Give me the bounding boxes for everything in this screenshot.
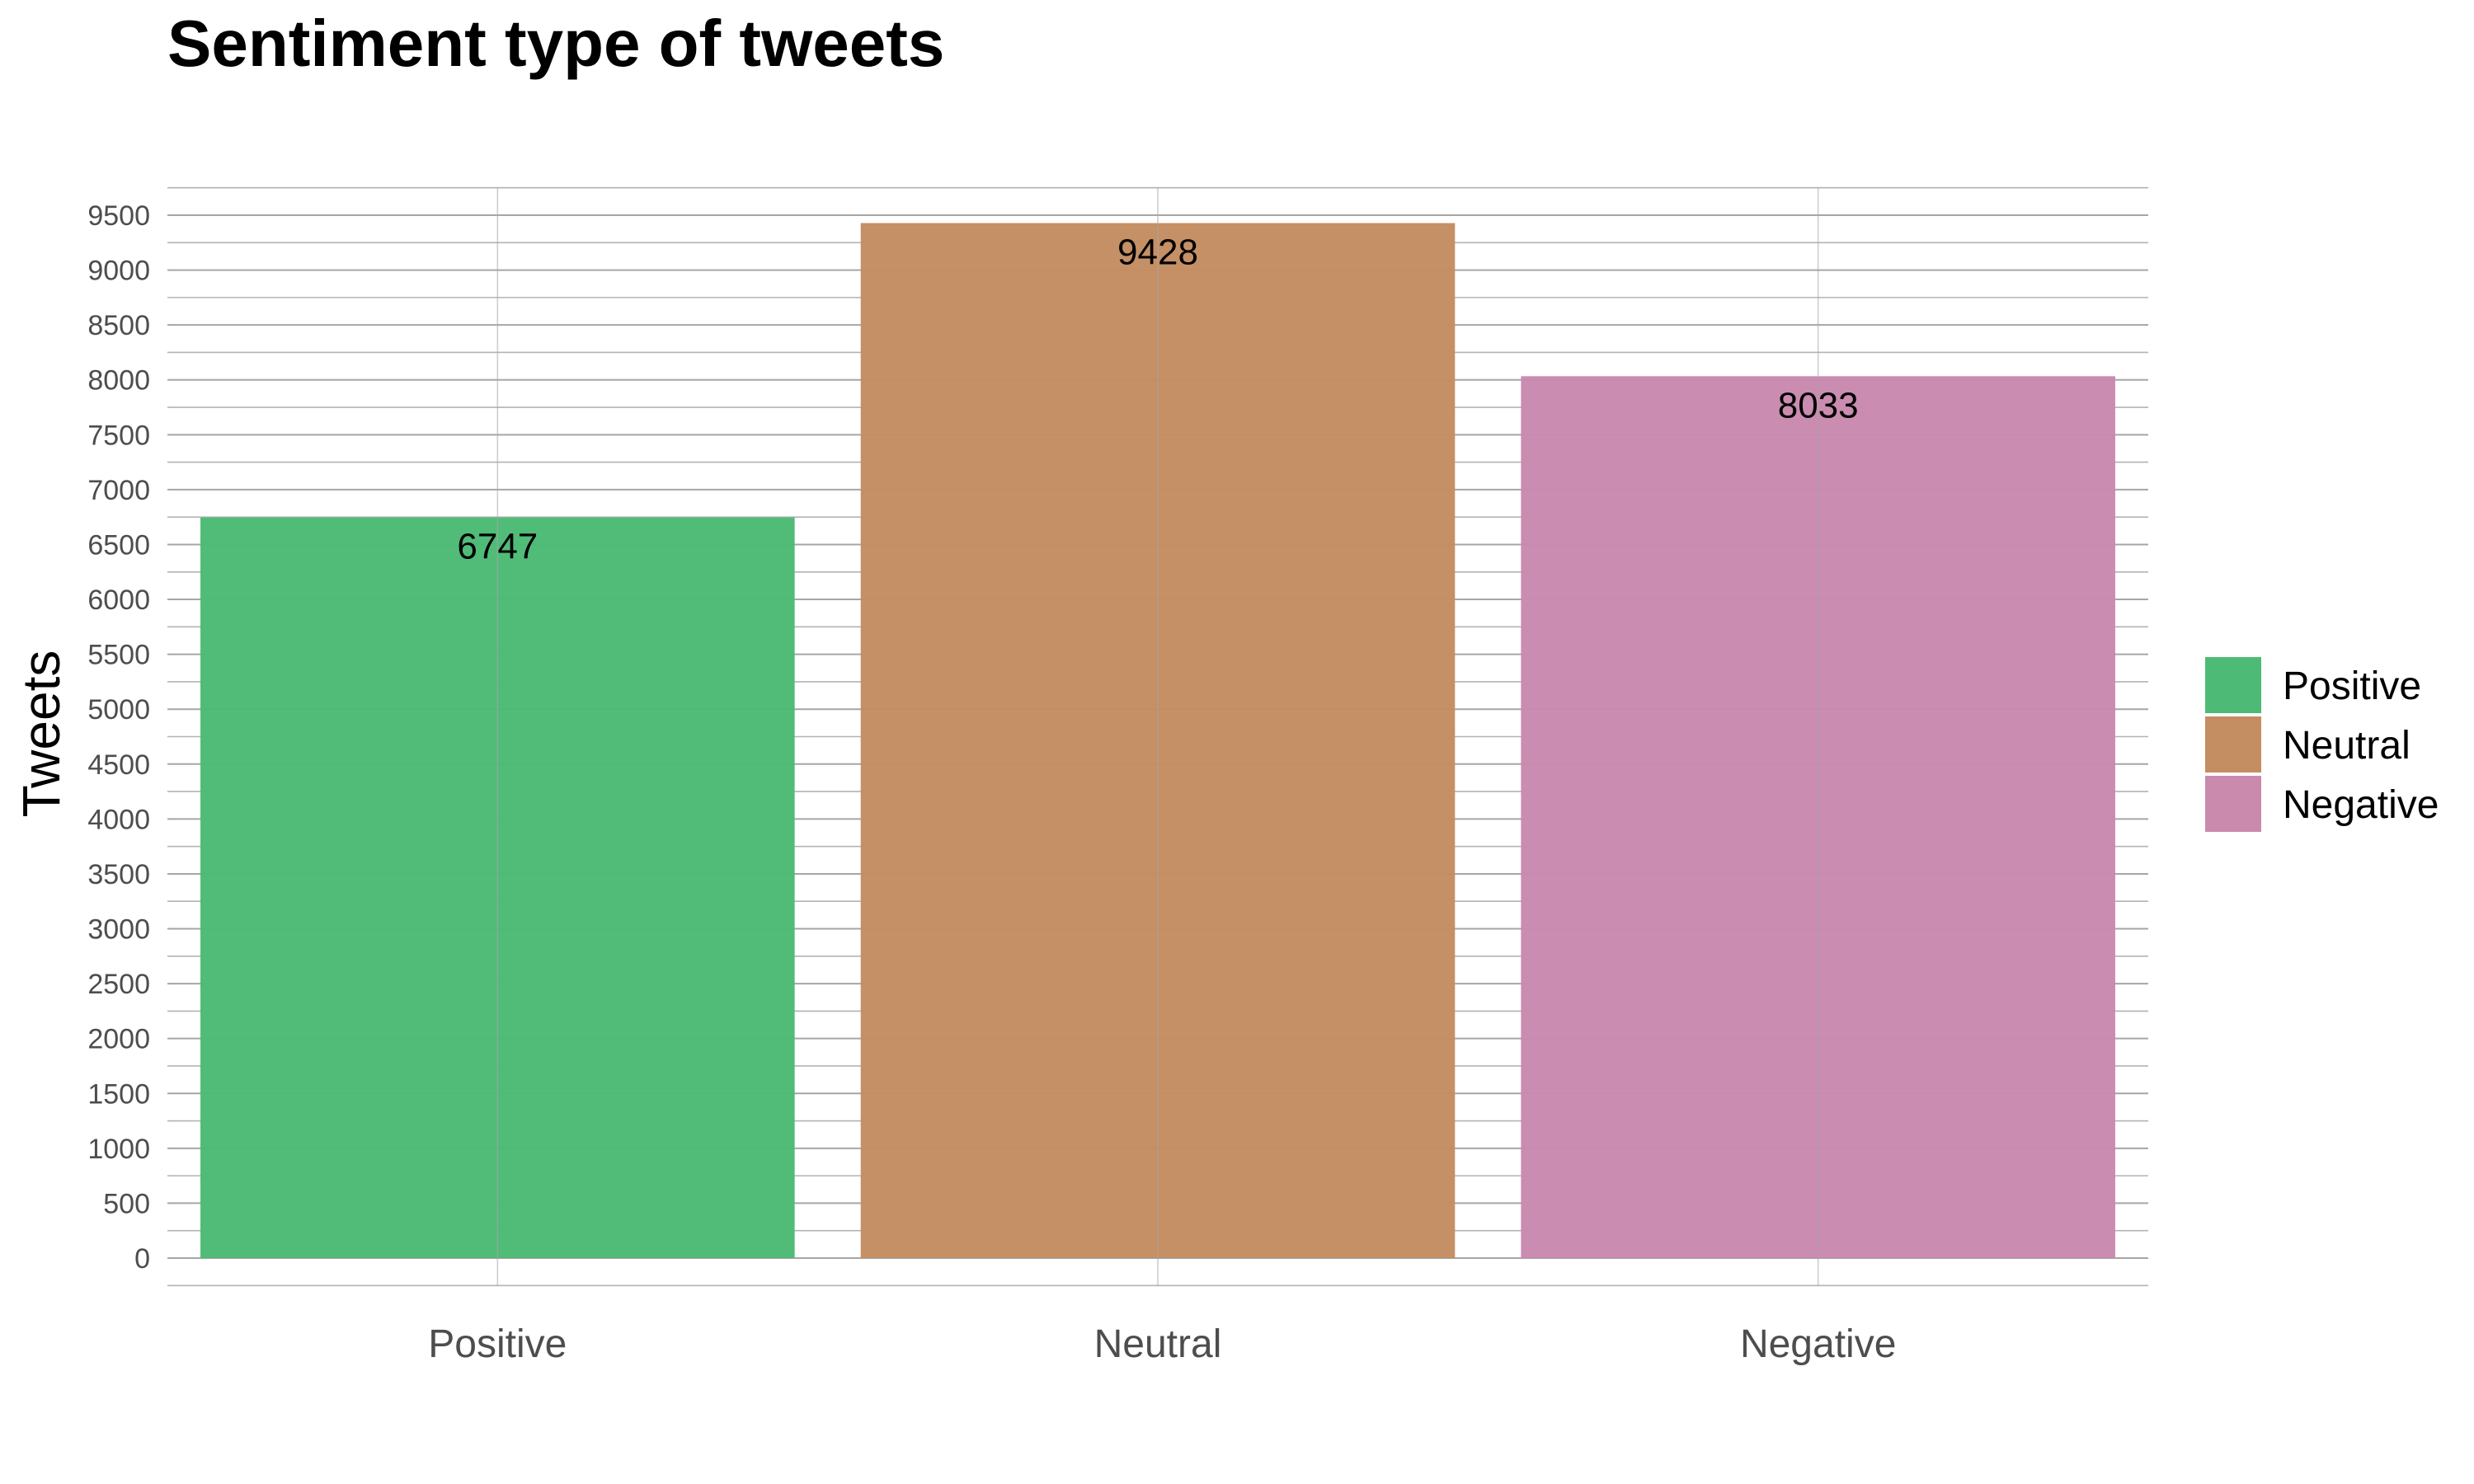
legend-swatch-neutral [2205,716,2261,773]
legend-swatch-negative [2205,776,2261,832]
y-tick-label: 9500 [87,200,150,232]
vertical-grid-lines [496,187,1819,1286]
y-tick-label: 6000 [87,585,150,616]
x-tick-label: Negative [1740,1322,1896,1366]
y-tick-label: 1500 [87,1078,150,1110]
y-tick-label: 7000 [87,475,150,506]
data-label: 8033 [1778,385,1859,425]
x-tick-label: Neutral [1094,1322,1222,1366]
y-tick-label: 4000 [87,804,150,835]
y-tick-label: 0 [134,1243,150,1275]
y-tick-label: 9000 [87,256,150,287]
legend-label: Negative [2283,783,2439,827]
legend-swatch-positive [2205,657,2261,713]
y-tick-label: 8500 [87,310,150,341]
y-tick-label: 5500 [87,640,150,671]
y-tick-label: 7500 [87,420,150,451]
data-labels: 6747 9428 8033 [457,232,1858,567]
x-axis-ticks: Positive Neutral Negative [428,1322,1896,1366]
chart-title: Sentiment type of tweets [167,7,944,80]
y-tick-label: 8000 [87,365,150,397]
y-tick-label: 2000 [87,1024,150,1055]
legend-label: Positive [2283,665,2421,708]
y-axis-label: Tweets [12,650,71,818]
x-tick-label: Positive [428,1322,567,1366]
y-tick-label: 3000 [87,914,150,946]
y-tick-label: 500 [103,1188,150,1219]
y-tick-label: 4500 [87,749,150,781]
y-tick-label: 3500 [87,859,150,890]
data-label: 9428 [1117,232,1198,273]
y-axis-ticks: 0 500 1000 1500 2000 2500 3000 3500 4000 4500 5000… [87,200,150,1275]
legend-label: Neutral [2283,724,2411,768]
y-tick-label: 1000 [87,1134,150,1165]
y-tick-label: 6500 [87,529,150,561]
y-tick-label: 2500 [87,969,150,1000]
data-label: 6747 [457,527,538,567]
legend: Positive Neutral Negative [2205,657,2439,832]
y-tick-label: 5000 [87,694,150,726]
